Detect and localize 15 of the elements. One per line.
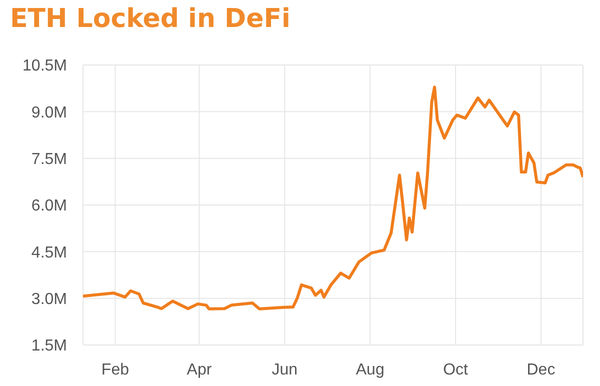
x-tick-label: Apr: [186, 361, 212, 378]
chart-title: ETH Locked in DeFi: [10, 4, 290, 34]
y-tick-label: 10.5M: [22, 58, 67, 75]
y-tick-label: 6.0M: [31, 198, 67, 215]
y-tick-label: 9.0M: [31, 104, 67, 122]
line-series: [83, 86, 583, 310]
y-tick-label: 7.5M: [31, 151, 67, 168]
y-tick-label: 4.5M: [31, 244, 67, 262]
y-tick-label: 3.0M: [31, 291, 67, 308]
y-tick-label: 1.5M: [31, 338, 67, 355]
x-tick-label: Dec: [526, 361, 556, 378]
x-tick-label: Aug: [356, 361, 384, 378]
x-tick-label: Feb: [101, 361, 130, 378]
x-tick-label: Oct: [443, 361, 469, 378]
x-tick-label: Jun: [272, 361, 298, 378]
